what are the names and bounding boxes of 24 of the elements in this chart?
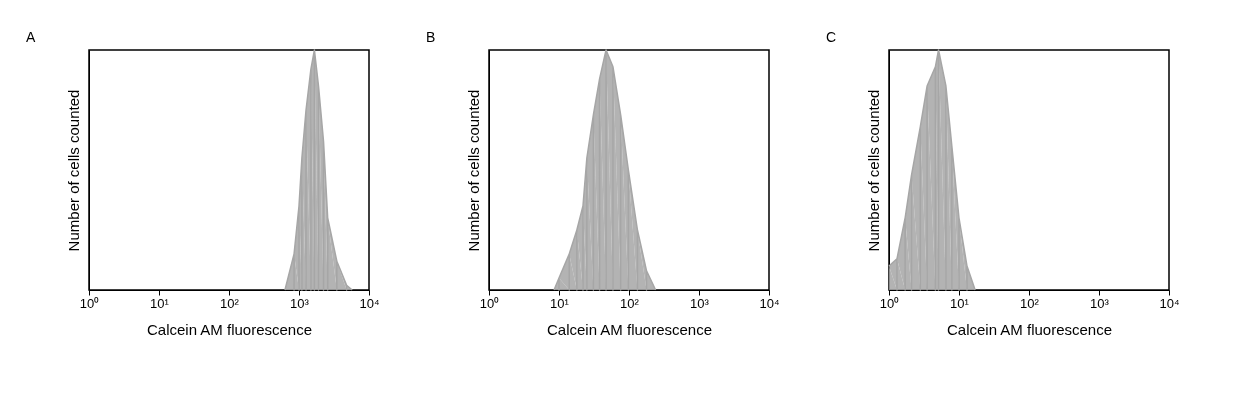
x-axis-title: Calcein AM fluorescence — [146, 320, 313, 338]
y-axis-title: Number of cells counted — [464, 89, 482, 252]
x-tick-label: 10⁴ — [759, 295, 780, 311]
x-tick-label: 10³ — [1090, 295, 1110, 311]
x-axis-title: Calcein AM fluorescence — [946, 320, 1113, 338]
y-axis-title: Number of cells counted — [64, 89, 82, 252]
x-tick-label: 10⁰ — [79, 295, 100, 311]
x-tick-label: 10³ — [690, 295, 710, 311]
x-tick-label: 10⁴ — [359, 295, 380, 311]
x-tick-label: 10² — [220, 295, 240, 311]
chart-title: C — [826, 29, 837, 46]
y-axis-title: Number of cells counted — [864, 89, 882, 252]
x-tick-label: 10¹ — [950, 295, 970, 311]
chart-title: A — [26, 29, 36, 46]
x-tick-label: 10⁰ — [479, 295, 500, 311]
x-tick-label: 10² — [620, 295, 640, 311]
chart-title: B — [426, 29, 436, 46]
x-tick-label: 10⁴ — [1159, 295, 1180, 311]
x-tick-label: 10³ — [290, 295, 310, 311]
x-tick-label: 10² — [1020, 295, 1040, 311]
x-tick-label: 10⁰ — [879, 295, 900, 311]
x-axis-title: Calcein AM fluorescence — [546, 320, 713, 338]
x-tick-label: 10¹ — [150, 295, 170, 311]
x-tick-label: 10¹ — [550, 295, 570, 311]
